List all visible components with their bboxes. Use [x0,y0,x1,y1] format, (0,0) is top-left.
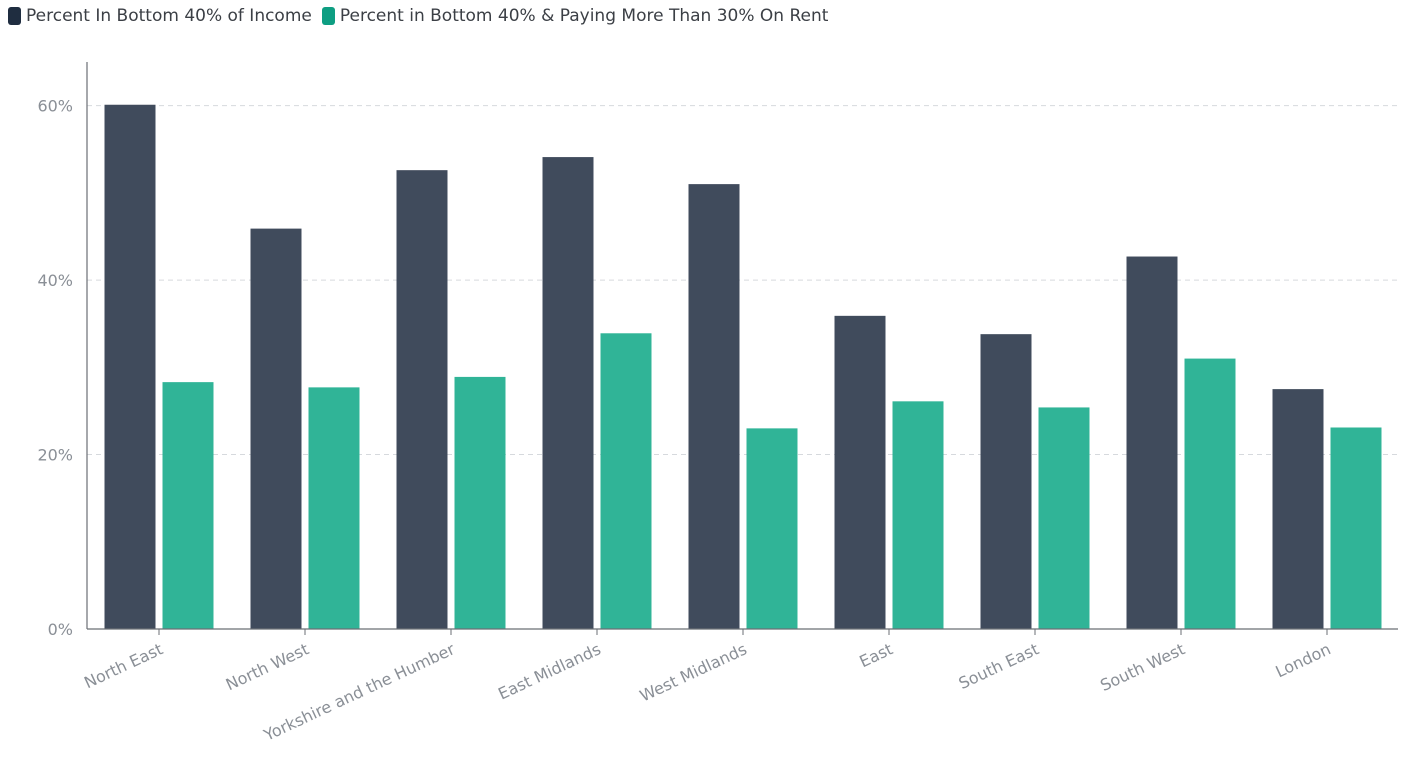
x-tick-label: East Midlands [495,639,604,703]
bar-rent[interactable] [454,376,506,629]
bar-rent[interactable] [1038,407,1090,629]
bar-rent[interactable] [162,382,214,629]
bar-rent[interactable] [1330,427,1382,629]
legend-label-rent: Percent in Bottom 40% & Paying More Than… [339,6,829,26]
bar-rent[interactable] [308,387,360,629]
bar-income[interactable] [1126,256,1178,629]
legend-swatch-income [8,7,21,25]
legend-swatch-rent [321,7,335,25]
bar-rent[interactable] [600,333,652,629]
x-tick-label: North East [81,639,165,692]
bar-income[interactable] [396,170,448,630]
grid-lines [87,105,1398,456]
legend-item-paying-rent[interactable]: Percent in Bottom 40% & Paying More Than… [321,6,829,26]
y-tick-label: 40% [37,271,73,290]
x-tick-label: East [856,639,895,671]
bar-rent[interactable] [1184,358,1236,629]
legend-label-income: Percent In Bottom 40% of Income [26,6,312,26]
legend: Percent In Bottom 40% of Income Percent … [8,6,838,26]
bar-income[interactable] [1272,389,1324,629]
axes [86,62,1398,635]
bar-income[interactable] [542,157,594,629]
bar-rent[interactable] [892,401,944,629]
bar-income[interactable] [104,104,156,629]
x-tick-label: West Midlands [637,639,750,705]
legend-item-bottom-40-income[interactable]: Percent In Bottom 40% of Income [8,6,312,26]
x-tick-label: South East [956,639,1042,693]
y-tick-label: 0% [48,620,73,639]
bar-income[interactable] [980,334,1032,629]
x-tick-label: South West [1097,639,1187,695]
y-tick-label: 60% [37,97,73,116]
x-tick-label: North West [223,639,312,694]
bar-income[interactable] [834,315,886,629]
y-tick-label: 20% [37,446,73,465]
x-tick-label: London [1273,639,1334,681]
bar-rent[interactable] [746,428,798,629]
bar-income[interactable] [688,184,740,629]
bars [104,104,1382,630]
bar-income[interactable] [250,228,302,629]
